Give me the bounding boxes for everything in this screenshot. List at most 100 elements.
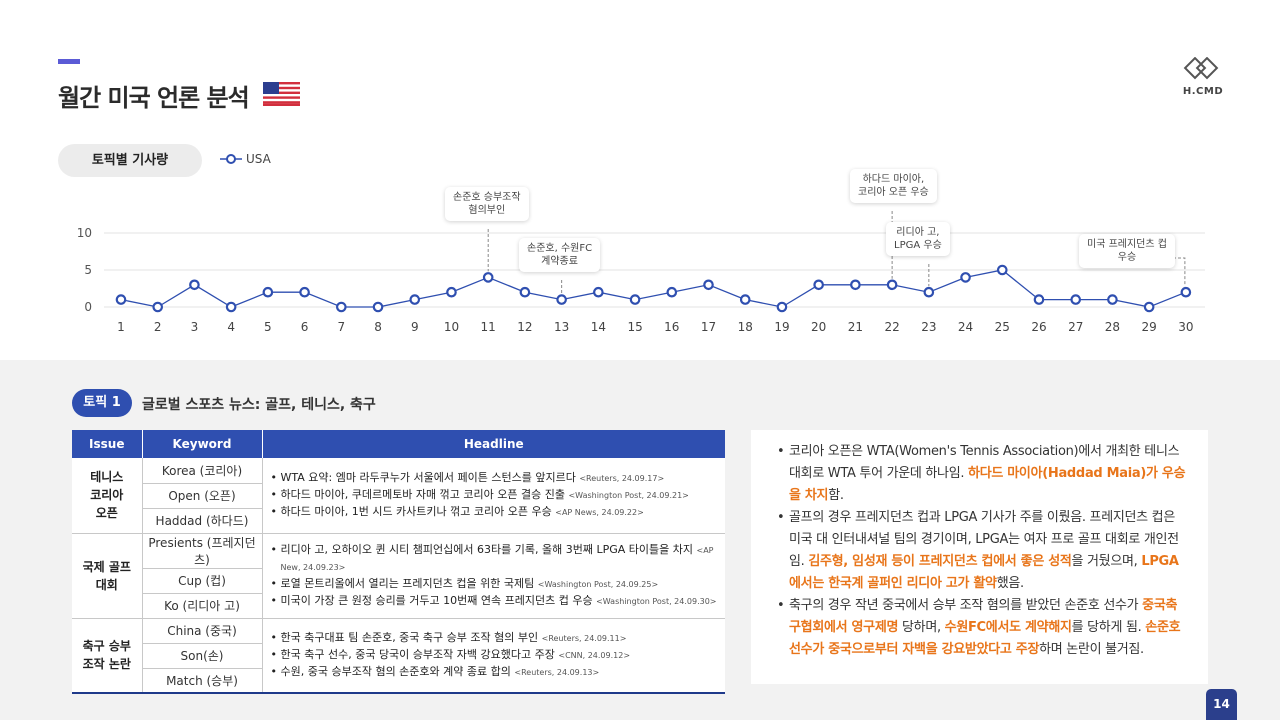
headline-item: 미국이 가장 큰 원정 승리를 거두고 10번째 연속 프레지던츠 컵 우승 <… <box>271 593 718 610</box>
x-tick-label: 26 <box>1031 320 1046 334</box>
data-point <box>336 301 347 313</box>
summary-panel: 코리아 오픈은 WTA(Women's Tennis Association)에… <box>751 430 1208 684</box>
issue-text: 축구 승부 <box>82 639 131 654</box>
x-tick-label: 2 <box>154 320 162 334</box>
x-tick-label: 4 <box>227 320 235 334</box>
x-tick-label: 9 <box>411 320 419 334</box>
x-tick-label: 3 <box>191 320 199 334</box>
issue-cell: 축구 승부 조작 논란 <box>72 618 143 694</box>
issue-text: 테니스 <box>90 470 124 485</box>
callout-text: 미국 프레지던츠 컵 <box>1087 239 1167 250</box>
chart-callout: 손준호 승부조작 혐의부인 <box>445 187 529 221</box>
headline-text: WTA 요약: 엠마 라두쿠누가 서울에서 페이튼 스턴스를 앞지르다 <box>280 470 580 484</box>
logo-text: H.CMD <box>1182 86 1224 97</box>
data-point <box>225 301 237 313</box>
x-tick-label: 8 <box>374 320 382 334</box>
headline-source: <Washington Post, 24.09.25> <box>537 579 659 589</box>
table-row: Cup (컵) <box>72 568 725 594</box>
summary-text: 을 거뒀으며, <box>1071 554 1142 569</box>
callout-text: 코리아 오픈 우승 <box>858 187 929 198</box>
callout-text: 계약종료 <box>541 256 578 267</box>
summary-highlight: 하다드 마이아(Haddad Maia)가 우승을 차지 <box>789 466 1186 503</box>
headline-item: 수원, 중국 승부조작 혐의 손준호와 계약 종료 합의 <Reuters, 2… <box>271 664 718 681</box>
data-point <box>299 286 310 298</box>
data-point <box>960 272 971 283</box>
headline-source: <CNN, 24.09.12> <box>558 650 631 660</box>
data-point <box>262 286 274 298</box>
chart-callout: 손준호, 수원FC 계약종료 <box>519 238 601 272</box>
data-point <box>739 294 751 305</box>
issue-text: 코리아 <box>90 488 124 503</box>
x-tick-label: 6 <box>301 320 309 334</box>
data-point <box>703 279 714 291</box>
headline-item: 로열 몬트리올에서 열리는 프레지던츠 컵을 위한 국제팀 <Washingto… <box>271 576 718 593</box>
data-point <box>1107 294 1118 305</box>
data-point <box>1033 294 1045 305</box>
data-point <box>519 286 531 298</box>
summary-item: 축구의 경우 작년 중국에서 승부 조작 혐의를 받았던 손준호 선수가 중국축… <box>777 595 1188 661</box>
data-point <box>409 294 421 305</box>
x-tick-label: 29 <box>1142 320 1157 334</box>
keyword-cell: China (중국) <box>142 618 263 644</box>
y-tick-label: 10 <box>77 226 92 240</box>
data-point <box>850 279 861 291</box>
page-number: 14 <box>1206 689 1237 720</box>
data-point <box>629 294 641 305</box>
data-point <box>446 286 457 298</box>
headline-source: <Reuters, 24.09.13> <box>514 667 600 677</box>
keyword-cell: Korea (코리아) <box>142 458 263 484</box>
keyword-cell: Ko (리디아 고) <box>142 593 263 619</box>
x-tick-label: 22 <box>884 320 899 334</box>
keyword-cell: Presients (프레지던츠) <box>142 533 263 569</box>
us-flag-icon <box>263 82 300 106</box>
y-tick-label: 0 <box>84 300 92 314</box>
headline-source: <Reuters, 24.09.11> <box>541 633 627 643</box>
callout-text: 혐의부인 <box>468 205 506 216</box>
summary-text: 함. <box>828 488 844 503</box>
headline-item: 한국 축구 선수, 중국 당국이 승부조작 자백 강요했다고 주장 <CNN, … <box>271 647 718 664</box>
header-keyword: Keyword <box>142 430 263 458</box>
x-tick-label: 28 <box>1105 320 1120 334</box>
x-tick-label: 5 <box>264 320 272 334</box>
headline-item: 한국 축구대표 팀 손준호, 중국 축구 승부 조작 혐의 부인 <Reuter… <box>271 630 718 647</box>
summary-text: 를 당하게 됨. <box>1071 620 1146 635</box>
headline-item: 하다드 마이아, 쿠데르메토바 자매 꺾고 코리아 오픈 결승 진출 <Wash… <box>271 487 718 504</box>
summary-text: 하며 논란이 불거짐. <box>1039 642 1144 657</box>
header-headline: Headline <box>262 430 725 458</box>
summary-text: 축구의 경우 작년 중국에서 승부 조작 혐의를 받았던 손준호 선수가 <box>789 598 1143 613</box>
headline-source: <Washington Post, 24.09.21> <box>568 490 689 500</box>
keyword-cell: Match (승부) <box>142 668 263 694</box>
headline-item: WTA 요약: 엠마 라두쿠누가 서울에서 페이튼 스턴스를 앞지르다 <Reu… <box>271 470 718 487</box>
summary-list: 코리아 오픈은 WTA(Women's Tennis Association)에… <box>777 441 1188 661</box>
x-tick-label: 13 <box>554 320 569 334</box>
headline-item: 하다드 마이아, 1번 시드 카사트키나 꺾고 코리아 오픈 우승 <AP Ne… <box>271 504 718 521</box>
table-row: Ko (리디아 고) <box>72 593 725 619</box>
callout-text: 손준호, 수원FC <box>527 243 593 254</box>
headline-source: <AP New, 24.09.23> <box>280 545 714 572</box>
x-tick-label: 11 <box>481 320 496 334</box>
topic-badge: 토픽 1 <box>72 389 132 417</box>
chart-callout: 리디아 고, LPGA 우승 <box>886 222 950 256</box>
header-issue: Issue <box>72 430 143 458</box>
callout-text: 하다드 마이아, <box>862 174 925 185</box>
headline-item: 리디아 고, 오하이오 퀸 시티 챔피언십에서 63타를 기록, 올해 3번째 … <box>271 542 718 576</box>
x-tick-label: 12 <box>517 320 532 334</box>
x-tick-label: 19 <box>774 320 789 334</box>
x-tick-label: 10 <box>444 320 459 334</box>
headline-source: <AP News, 24.09.22> <box>555 507 644 517</box>
data-point <box>1070 294 1082 305</box>
summary-highlight: 중국축구협회에서 영구제명 <box>789 598 1178 635</box>
chart-callout: 미국 프레지던츠 컵 우승 <box>1079 234 1175 268</box>
table-row: Open (오픈) <box>72 483 725 509</box>
headline-text: 미국이 가장 큰 원정 승리를 거두고 10번째 연속 프레지던츠 컵 우승 <box>280 593 597 607</box>
keyword-cell: Haddad (하다드) <box>142 508 263 534</box>
headline-cell: 한국 축구대표 팀 손준호, 중국 축구 승부 조작 혐의 부인 <Reuter… <box>262 618 725 694</box>
issue-text: 오픈 <box>95 506 118 521</box>
y-tick-label: 5 <box>84 263 92 277</box>
keyword-cell: Son(손) <box>142 643 263 669</box>
data-point <box>886 279 898 291</box>
headline-text: 리디아 고, 오하이오 퀸 시티 챔피언십에서 63타를 기록, 올해 3번째 … <box>280 542 697 556</box>
